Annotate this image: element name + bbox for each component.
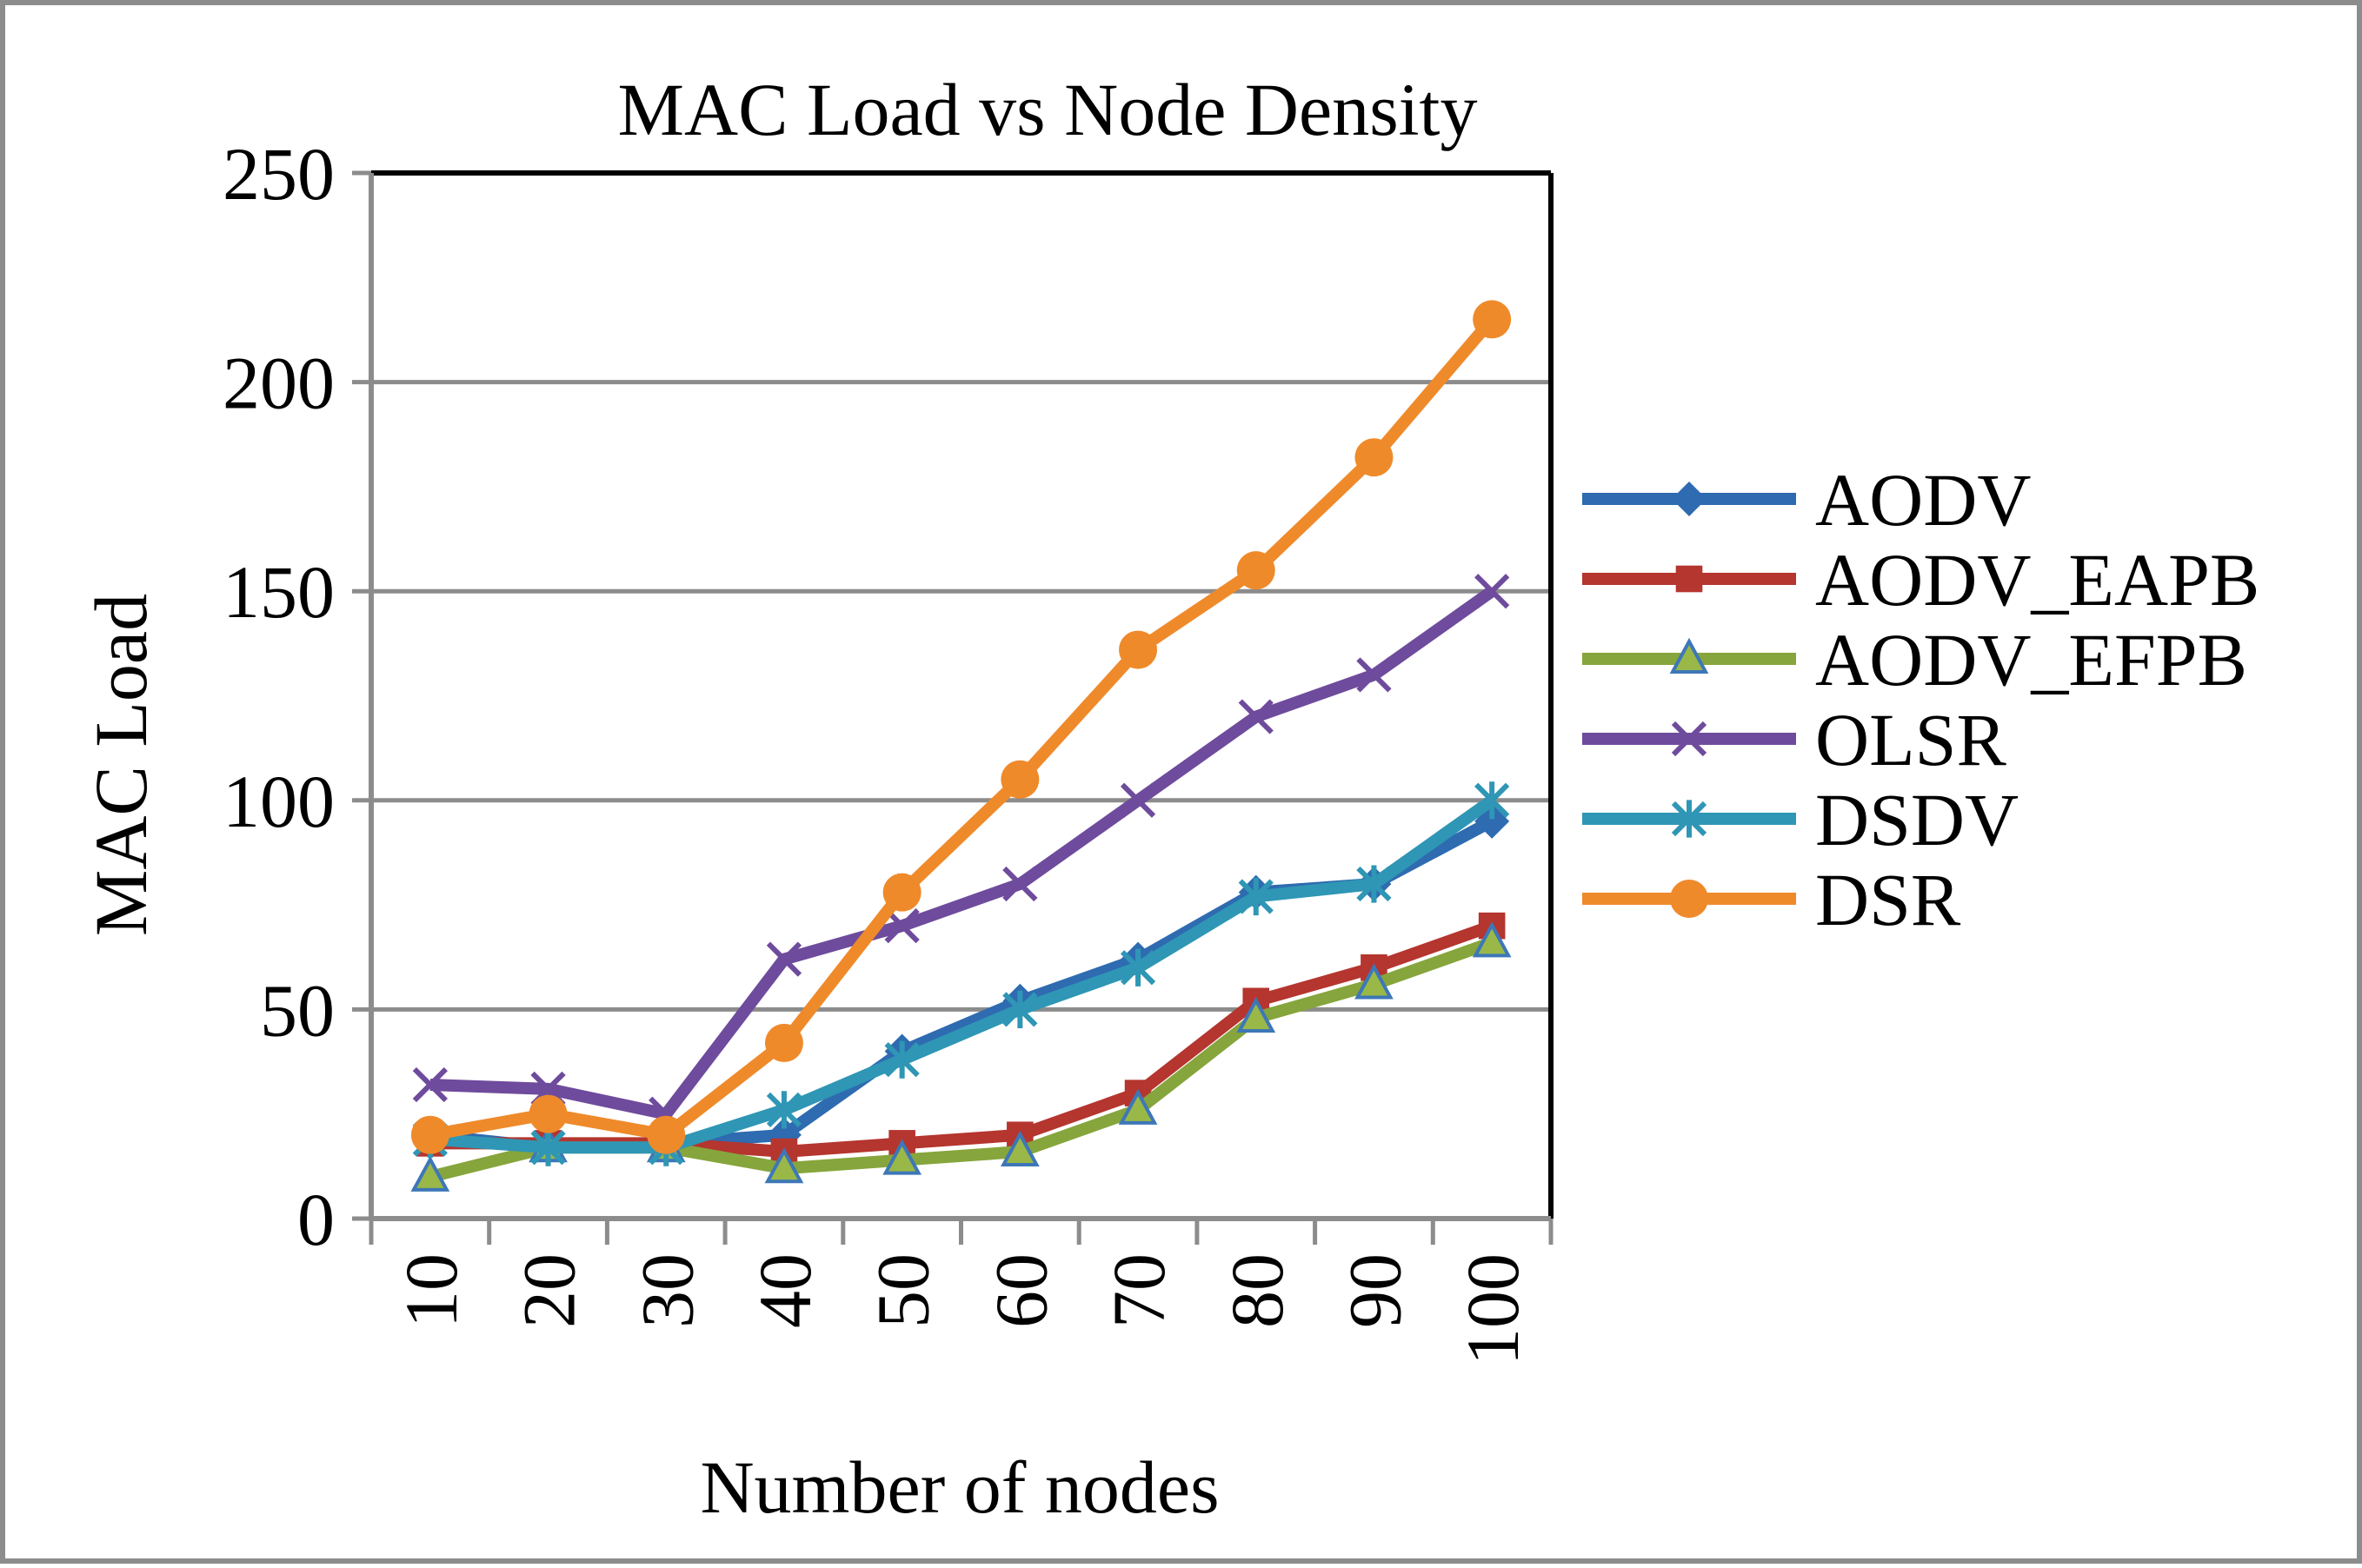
x-tick-label: 30 (625, 1253, 709, 1328)
marker-asterisk (530, 1128, 566, 1166)
legend-entry: AODV (1582, 458, 2031, 541)
marker-circle (1119, 630, 1158, 669)
marker-asterisk (766, 1091, 802, 1129)
series-dsr (410, 300, 1512, 1154)
marker-diamond (1672, 482, 1707, 516)
marker-x (1671, 721, 1707, 757)
legend-entry: AODV_EAPB (1582, 538, 2259, 621)
x-tick-label: 100 (1451, 1253, 1534, 1365)
marker-circle (410, 1115, 449, 1154)
x-axis-label: Number of nodes (700, 1445, 1219, 1529)
marker-x (1120, 782, 1156, 818)
legend-label: AODV_EFPB (1815, 618, 2247, 701)
x-tick-label: 20 (508, 1253, 591, 1328)
marker-triangle (1354, 963, 1394, 1000)
legend-label: AODV (1815, 458, 2031, 541)
marker-triangle (1236, 996, 1276, 1033)
marker-asterisk (1474, 781, 1510, 820)
series-layer (410, 300, 1512, 1192)
marker-circle (529, 1094, 568, 1133)
x-tick-label: 40 (743, 1253, 827, 1328)
marker-triangle (764, 1147, 804, 1184)
marker-triangle (882, 1139, 922, 1175)
legend-entry: DSDV (1582, 778, 2019, 861)
marker-circle (1236, 551, 1275, 590)
marker-x (1474, 574, 1510, 609)
y-tick-label: 200 (223, 342, 335, 425)
marker-triangle (1000, 1130, 1040, 1167)
y-tick-label: 100 (223, 760, 335, 843)
x-tick-label: 60 (979, 1253, 1062, 1328)
x-tick-label: 70 (1097, 1253, 1181, 1328)
y-tick-label: 0 (297, 1178, 335, 1261)
x-tick-label: 50 (862, 1253, 945, 1328)
marker-asterisk (884, 1040, 920, 1079)
y-tick-label: 50 (260, 968, 335, 1052)
legend-label: DSDV (1815, 778, 2019, 861)
marker-triangle (1669, 637, 1709, 674)
legend-entry: OLSR (1582, 698, 2006, 781)
marker-circle (882, 873, 922, 912)
legend-label: OLSR (1815, 698, 2006, 781)
y-tick-label: 150 (223, 550, 335, 634)
legend-entry: AODV_EFPB (1582, 618, 2247, 701)
marker-x (1356, 657, 1392, 693)
marker-asterisk (1356, 865, 1392, 903)
marker-circle (764, 1023, 803, 1062)
marker-square (1675, 565, 1703, 593)
chart-title: MAC Load vs Node Density (618, 68, 1478, 151)
legend-label: DSR (1815, 858, 1961, 941)
y-tick-label: 250 (223, 132, 335, 216)
marker-x (1238, 699, 1274, 734)
legend-label: AODV_EAPB (1815, 538, 2259, 621)
axes: 0 50 100 150 200 250 10 20 30 40 50 60 70 80 90 100 (223, 132, 1554, 1365)
x-tick-label: 80 (1215, 1253, 1299, 1328)
x-tick-label: 10 (389, 1253, 473, 1328)
marker-triangle (410, 1155, 450, 1192)
marker-asterisk (1002, 990, 1038, 1028)
marker-circle (1001, 760, 1040, 799)
marker-asterisk (1120, 948, 1156, 987)
marker-circle (1670, 880, 1708, 918)
x-tick-label: 90 (1333, 1253, 1416, 1328)
marker-circle (1473, 300, 1512, 339)
marker-circle (1354, 438, 1394, 477)
marker-asterisk (1671, 800, 1707, 838)
marker-asterisk (1238, 877, 1274, 916)
series-line (429, 315, 1497, 1141)
series-line (429, 586, 1496, 1120)
marker-x (766, 941, 802, 977)
legend-entry: DSR (1582, 858, 1961, 941)
y-axis-label: MAC Load (79, 594, 163, 936)
marker-x (1002, 866, 1038, 902)
series-olsr (412, 574, 1510, 1132)
series-line (429, 795, 1496, 1154)
marker-triangle (1118, 1088, 1158, 1125)
marker-x (412, 1066, 448, 1103)
marker-circle (647, 1115, 686, 1154)
marker-triangle (1472, 921, 1512, 958)
